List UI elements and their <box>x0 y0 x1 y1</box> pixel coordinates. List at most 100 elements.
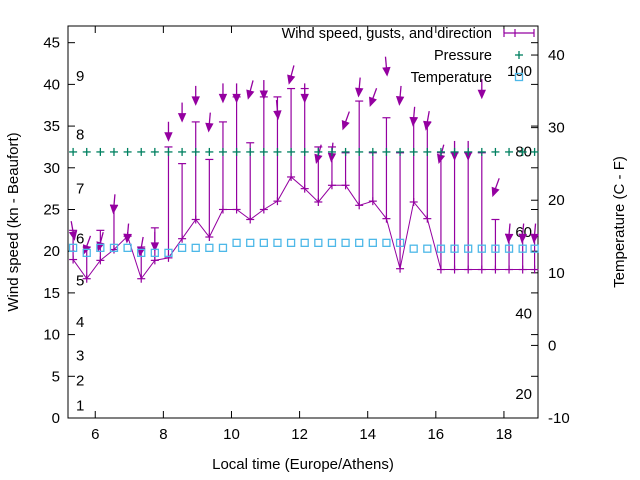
y-tick-label: 15 <box>43 285 60 302</box>
pressure-marker <box>505 147 514 156</box>
wind-direction-arrow <box>504 223 514 244</box>
beaufort-label: 6 <box>76 231 84 248</box>
wind-data-point <box>259 80 269 214</box>
pressure-marker <box>382 147 391 156</box>
temperature-marker <box>273 238 282 248</box>
wind-data-point <box>477 79 486 274</box>
beaufort-label: 1 <box>76 397 84 414</box>
x-tick-label: 12 <box>291 426 308 443</box>
pressure-marker <box>246 147 255 156</box>
temperature-marker <box>150 248 159 258</box>
wind-data-point <box>123 223 132 244</box>
wind-direction-arrow <box>355 77 364 98</box>
temperature-series <box>68 238 539 258</box>
wind-data-point <box>450 140 459 274</box>
temperature-marker <box>246 238 255 248</box>
wind-data-point <box>109 194 119 254</box>
wind-data-point <box>287 65 296 181</box>
y2-tick-label: 20 <box>548 192 565 209</box>
wind-direction-arrow <box>395 85 405 106</box>
pressure-marker <box>69 147 78 156</box>
wind-data-point <box>341 111 350 190</box>
temperature-marker <box>409 244 418 253</box>
wind-speed-series <box>68 56 539 283</box>
wind-direction-arrow <box>259 80 269 101</box>
wind-data-point <box>368 88 378 206</box>
y2-tick-label: 0 <box>548 337 556 354</box>
y-tick-label: 0 <box>52 410 60 427</box>
wind-data-point <box>96 229 105 265</box>
legend-label: Wind speed, gusts, and direction <box>282 26 492 42</box>
wind-data-point <box>463 140 473 274</box>
y2-axis-title: Temperature (C - F) <box>611 156 628 288</box>
wind-data-point <box>164 121 173 262</box>
temperature-marker <box>68 243 78 253</box>
wind-direction-arrow <box>287 65 296 85</box>
legend-item: Wind speed, gusts, and direction <box>282 26 535 42</box>
wind-direction-arrow <box>68 221 78 241</box>
x-tick-label: 10 <box>223 426 240 443</box>
wind-data-point <box>491 178 500 274</box>
y2-tick-label: 30 <box>548 120 565 137</box>
wind-direction-arrow <box>246 80 255 100</box>
beaufort-label: 8 <box>76 126 84 143</box>
chart-legend: Wind speed, gusts, and direction Pressure… <box>282 26 535 86</box>
wind-data-point <box>518 223 527 274</box>
pressure-marker <box>218 147 227 156</box>
fahrenheit-label: 60 <box>515 224 532 241</box>
wind-direction-arrow <box>123 223 132 244</box>
fahrenheit-label: 20 <box>515 386 532 403</box>
temperature-marker <box>232 238 241 248</box>
y2-axis-ticks: -10 0 10 20 30 40 <box>531 47 570 427</box>
temperature-marker <box>314 238 323 248</box>
temperature-marker <box>477 244 486 253</box>
y-tick-label: 10 <box>43 327 60 344</box>
x-axis-title: Local time (Europe/Athens) <box>212 456 394 473</box>
temperature-marker <box>464 244 473 253</box>
wind-direction-arrow <box>150 231 160 252</box>
axis-frame <box>67 25 539 419</box>
pressure-marker <box>191 147 200 156</box>
legend-label: Temperature <box>411 70 492 86</box>
wind-data-point <box>504 223 514 274</box>
legend-item: Pressure <box>434 48 523 64</box>
wind-data-point <box>137 236 146 283</box>
wind-data-point <box>423 110 432 223</box>
wind-data-point <box>382 56 391 223</box>
temperature-marker <box>82 248 91 258</box>
pressure-marker <box>96 147 105 156</box>
y-tick-label: 40 <box>43 76 60 93</box>
pressure-marker <box>491 147 500 156</box>
temperature-marker <box>341 238 350 248</box>
temperature-marker <box>300 238 309 248</box>
temperature-marker <box>96 243 105 253</box>
x-axis-ticks: 6 8 10 12 14 16 18 <box>91 26 512 443</box>
wind-direction-arrow <box>177 102 187 123</box>
legend-label: Pressure <box>434 48 492 64</box>
temperature-marker <box>218 243 228 253</box>
temperature-marker <box>436 244 446 253</box>
y-tick-label: 25 <box>43 201 60 218</box>
pressure-marker <box>123 147 132 156</box>
wind-direction-arrow <box>341 111 350 131</box>
wind-direction-arrow <box>409 106 418 127</box>
legend-item: Temperature <box>411 70 524 86</box>
beaufort-label: 3 <box>76 347 84 364</box>
beaufort-label: 5 <box>76 272 84 289</box>
pressure-marker <box>518 147 527 156</box>
wind-data-point <box>409 106 418 206</box>
temperature-marker <box>109 243 119 253</box>
pressure-marker <box>137 147 146 156</box>
pressure-marker <box>341 147 350 156</box>
temperature-marker <box>368 238 377 248</box>
wind-data-point <box>530 223 539 274</box>
pressure-marker <box>409 147 418 156</box>
pressure-marker <box>355 147 364 156</box>
wind-data-point <box>177 102 187 243</box>
beaufort-label: 4 <box>76 314 84 331</box>
wind-direction-arrow <box>477 79 486 100</box>
temperature-marker <box>259 238 268 248</box>
